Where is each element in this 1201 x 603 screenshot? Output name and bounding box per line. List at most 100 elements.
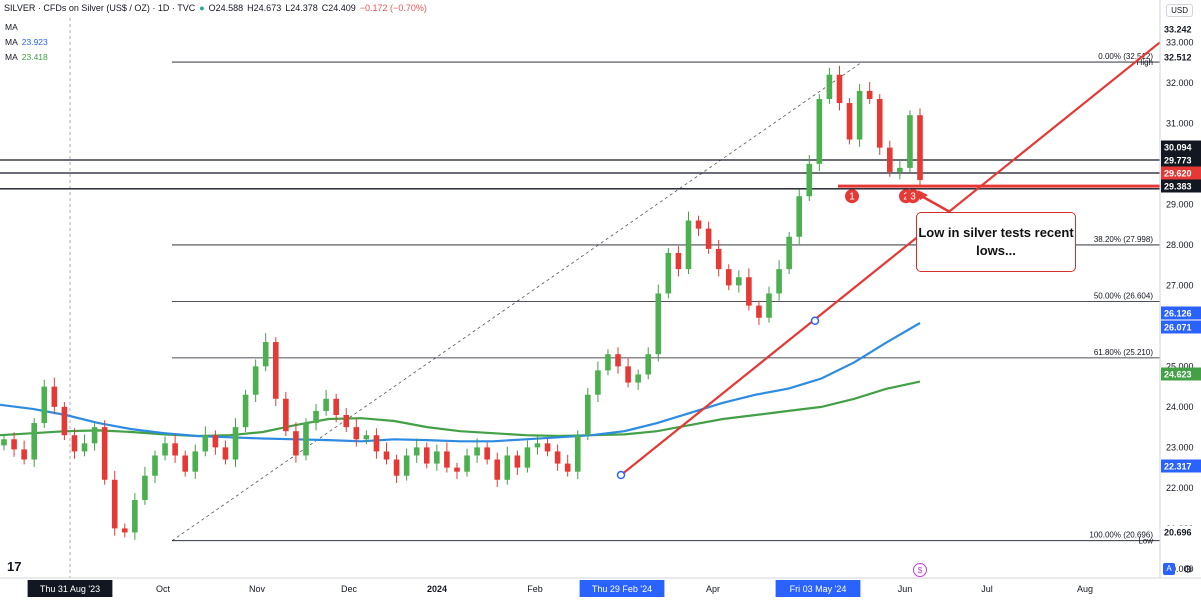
price-tag-bg bbox=[1161, 50, 1201, 64]
price-tag-bg bbox=[1161, 22, 1201, 36]
gear-icon[interactable]: ⚙ bbox=[1183, 564, 1193, 576]
x-tick-label: Thu 31 Aug '23 bbox=[40, 584, 100, 594]
candle-body bbox=[464, 455, 470, 472]
candle-body bbox=[826, 74, 833, 100]
candle-body bbox=[272, 342, 279, 399]
trendline-anchor-point bbox=[616, 470, 626, 480]
price-tag-label: 29.773 bbox=[1164, 156, 1192, 166]
time-axis-highlight-box bbox=[27, 580, 113, 597]
candle-body bbox=[685, 220, 692, 270]
candle-body bbox=[333, 398, 339, 415]
candle-body bbox=[786, 236, 792, 270]
candle-body bbox=[806, 163, 813, 197]
candle-body bbox=[142, 475, 148, 501]
candle-body bbox=[564, 463, 571, 472]
candle-body bbox=[152, 455, 158, 476]
x-tick-label: 2024 bbox=[427, 584, 447, 594]
callout-arrow-head bbox=[918, 190, 928, 201]
y-tick-label: 27.000 bbox=[1166, 280, 1194, 290]
fib-levels: 0.00% (32.512)High 38.20% (27.998) 50.00% … bbox=[172, 52, 1160, 546]
candlesticks bbox=[1, 65, 923, 540]
fib-level-tag: Low bbox=[1138, 537, 1153, 546]
candle-body bbox=[242, 394, 249, 428]
change-value: −0.172 (−0.70%) bbox=[359, 3, 427, 13]
ma-legend-row-2[interactable]: MA 23.923 bbox=[5, 37, 48, 47]
candle-body bbox=[474, 447, 480, 456]
candle-body bbox=[1, 439, 7, 446]
candle-body bbox=[756, 305, 762, 318]
candle-body bbox=[293, 431, 299, 456]
time-axis[interactable]: Thu 31 Aug '23 Oct Nov Dec 2024 Feb Thu 29 Feb… bbox=[0, 577, 1201, 603]
price-tag-label: 30.094 bbox=[1164, 143, 1192, 153]
price-tag-bg bbox=[1161, 320, 1201, 334]
candle-body bbox=[876, 99, 883, 148]
y-tick-label: 31.000 bbox=[1166, 118, 1194, 128]
candle-body bbox=[363, 435, 370, 440]
candle-body bbox=[715, 248, 722, 270]
x-tick-label: Dec bbox=[341, 584, 358, 594]
candle-body bbox=[776, 269, 782, 294]
candle-body bbox=[917, 115, 923, 181]
trendlines bbox=[616, 41, 1161, 480]
tradingview-logo-icon[interactable]: 17 bbox=[7, 559, 22, 574]
ma-legend-row-3[interactable]: MA 23.418 bbox=[5, 52, 48, 62]
price-tag-bg bbox=[1161, 367, 1201, 381]
trendline-anchor-point bbox=[810, 316, 820, 326]
candle-body bbox=[856, 90, 863, 140]
ma-label: MA bbox=[5, 52, 18, 62]
candle-body bbox=[595, 370, 601, 395]
candle-body bbox=[524, 447, 531, 468]
candle-body bbox=[101, 427, 108, 480]
candle-body bbox=[544, 443, 551, 452]
auto-scale-button[interactable]: A bbox=[1163, 563, 1175, 575]
candle-body bbox=[61, 406, 68, 436]
candle-body bbox=[21, 449, 27, 460]
price-tag-label: 26.126 bbox=[1164, 309, 1192, 319]
ma-legend-row-1[interactable]: MA bbox=[5, 22, 22, 32]
candle-body bbox=[705, 228, 712, 249]
price-tag-label: 22.317 bbox=[1164, 462, 1192, 472]
callout-text: Low in silver tests recent lows... bbox=[918, 225, 1074, 258]
horizontal-levels bbox=[0, 18, 1160, 578]
y-tick-label: 20.000 bbox=[1166, 564, 1194, 574]
candle-body bbox=[736, 277, 742, 286]
candle-body bbox=[283, 398, 289, 432]
price-tag-bg bbox=[1161, 179, 1201, 193]
low-marker bbox=[906, 189, 920, 204]
annotation-callout: Low in silver tests recent lows... bbox=[916, 212, 1076, 272]
price-tag-label: 29.620 bbox=[1164, 169, 1192, 179]
time-axis-highlight-box bbox=[579, 580, 665, 597]
candle-body bbox=[51, 386, 58, 407]
fib-level-label: 50.00% (26.604) bbox=[1094, 291, 1153, 300]
candle-body bbox=[11, 439, 17, 450]
x-tick-label: Aug bbox=[1077, 584, 1093, 594]
candle-body bbox=[403, 455, 410, 476]
candle-body bbox=[323, 398, 329, 411]
close-value: C24.409 bbox=[321, 3, 356, 13]
candle-body bbox=[504, 455, 511, 480]
candle-body bbox=[353, 427, 360, 440]
price-axis[interactable]: 33.000 32.000 31.000 29.000 28.000 27.000 25.0… bbox=[1159, 0, 1201, 578]
candle-body bbox=[866, 90, 873, 100]
price-tag-label: 29.383 bbox=[1164, 182, 1192, 192]
candle-body bbox=[534, 443, 541, 448]
price-tag-bg bbox=[1161, 525, 1201, 539]
low-marker-label: 3 bbox=[910, 192, 916, 203]
x-tick-label: Jun bbox=[898, 584, 913, 594]
candle-body bbox=[605, 354, 611, 371]
currency-button[interactable]: USD bbox=[1166, 4, 1193, 17]
candle-body bbox=[162, 443, 168, 456]
candle-body bbox=[766, 293, 772, 318]
ma-label: MA bbox=[5, 22, 18, 32]
ma-blue-line bbox=[0, 322, 921, 443]
y-tick-label: 23.000 bbox=[1166, 442, 1194, 452]
symbol-title[interactable]: SILVER · CFDs on Silver (US$ / OZ) · 1D … bbox=[4, 3, 196, 13]
event-icon[interactable]: $ bbox=[913, 563, 927, 577]
candle-body bbox=[585, 394, 591, 436]
candle-body bbox=[41, 386, 48, 424]
market-status-dot: ● bbox=[199, 3, 205, 13]
y-tick-label: 24.000 bbox=[1166, 402, 1194, 412]
candle-body bbox=[262, 342, 269, 367]
candle-body bbox=[313, 410, 319, 424]
